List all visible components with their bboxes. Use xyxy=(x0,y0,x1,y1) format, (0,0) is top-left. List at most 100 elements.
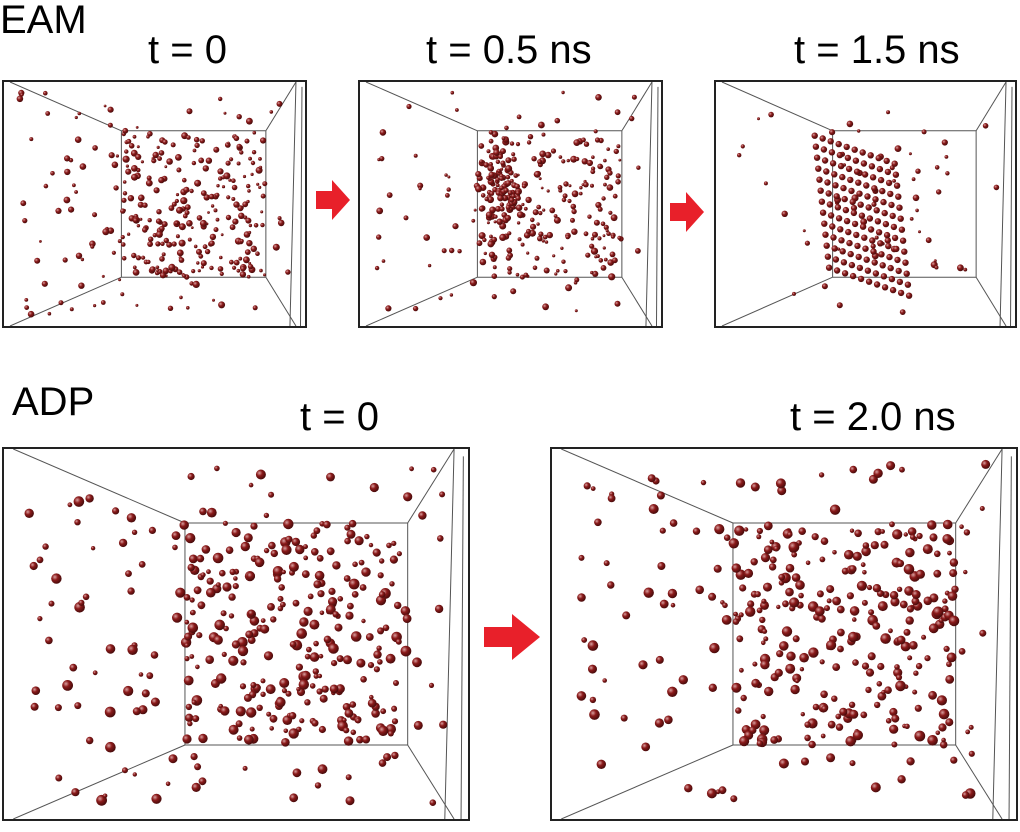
atom xyxy=(120,292,125,297)
atom xyxy=(534,255,540,261)
atom xyxy=(260,210,264,214)
atom xyxy=(659,599,669,609)
atom xyxy=(498,154,503,160)
atom xyxy=(871,259,878,266)
box-edge xyxy=(460,456,464,819)
atom xyxy=(373,650,382,659)
atom xyxy=(820,537,829,545)
atom xyxy=(818,198,826,205)
atom xyxy=(509,141,515,146)
atom xyxy=(684,784,693,793)
atom xyxy=(873,468,883,478)
atom xyxy=(111,161,119,169)
atom xyxy=(180,197,188,205)
atom xyxy=(706,788,717,799)
atom xyxy=(179,295,183,300)
atom xyxy=(507,266,513,272)
atom xyxy=(195,664,200,670)
atom xyxy=(492,265,497,270)
atom xyxy=(731,563,741,573)
atom xyxy=(218,96,223,102)
atom xyxy=(993,184,1000,191)
atom xyxy=(487,196,494,204)
atom xyxy=(840,184,847,192)
atom xyxy=(961,791,970,799)
atom xyxy=(385,305,392,312)
atom xyxy=(849,272,857,280)
atom xyxy=(578,554,585,561)
atom xyxy=(240,541,250,552)
atom xyxy=(228,613,235,619)
atom xyxy=(586,159,593,167)
atom xyxy=(281,544,292,555)
atom xyxy=(791,573,801,582)
atom xyxy=(126,138,132,144)
atom xyxy=(263,512,270,519)
atom xyxy=(899,600,908,609)
atom xyxy=(600,221,606,227)
atom xyxy=(183,594,191,601)
atom xyxy=(138,672,144,677)
atom xyxy=(152,233,157,238)
atom xyxy=(413,720,423,730)
right-arrow-icon xyxy=(484,614,540,660)
atom xyxy=(897,215,904,222)
atom xyxy=(923,596,933,606)
atom xyxy=(877,240,884,247)
atom xyxy=(39,240,42,243)
atom xyxy=(615,173,621,179)
atom xyxy=(503,187,509,193)
atom xyxy=(886,253,893,261)
atom xyxy=(812,143,820,150)
atom xyxy=(904,586,914,596)
atom xyxy=(323,520,331,529)
atom xyxy=(24,298,29,302)
atom xyxy=(248,230,252,235)
atom xyxy=(210,204,215,208)
atom xyxy=(37,616,43,622)
atom xyxy=(957,264,964,272)
atom xyxy=(942,519,953,530)
atom xyxy=(849,709,859,719)
atom xyxy=(281,738,290,747)
atom xyxy=(849,606,860,616)
atom xyxy=(852,659,859,666)
atom xyxy=(852,730,863,741)
atom xyxy=(347,602,354,610)
atom xyxy=(63,196,71,204)
row-label-eam: EAM xyxy=(0,0,87,42)
atom xyxy=(867,652,876,661)
atom xyxy=(761,598,767,604)
atom xyxy=(546,189,550,193)
atom xyxy=(526,251,530,255)
atom xyxy=(933,569,942,578)
atom xyxy=(824,253,832,260)
atom xyxy=(590,270,594,275)
atom xyxy=(818,472,825,478)
atom xyxy=(979,506,985,511)
atom xyxy=(156,269,160,272)
atom xyxy=(43,90,48,96)
atom xyxy=(804,240,810,246)
atom xyxy=(505,165,513,172)
atom xyxy=(872,196,879,203)
atom xyxy=(187,237,192,242)
atom xyxy=(488,138,494,144)
atom xyxy=(825,264,833,271)
panel-adp-t20 xyxy=(550,447,1018,821)
atom xyxy=(595,254,600,259)
atom xyxy=(787,531,793,538)
atom xyxy=(891,160,898,167)
atom xyxy=(250,682,257,688)
atom xyxy=(982,123,989,129)
atom xyxy=(739,736,750,747)
atom xyxy=(457,249,462,254)
atom xyxy=(718,786,727,795)
atom xyxy=(223,111,227,115)
atom xyxy=(595,94,602,101)
atom xyxy=(510,288,517,295)
atom xyxy=(871,201,877,207)
atom xyxy=(251,150,257,155)
atom xyxy=(104,706,116,718)
atom xyxy=(268,491,275,498)
